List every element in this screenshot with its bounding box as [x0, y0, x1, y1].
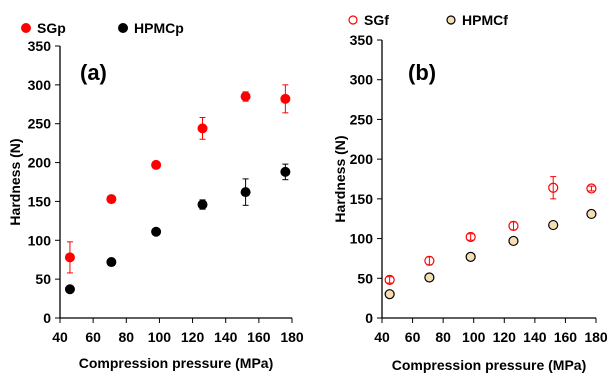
- x-tick-label: 80: [118, 329, 134, 345]
- y-axis-title: Hardness (N): [7, 138, 23, 225]
- data-point: [424, 255, 435, 266]
- x-tick-label: 180: [584, 329, 608, 345]
- data-point: [384, 274, 395, 285]
- series-sgf: [384, 176, 597, 285]
- x-tick-label: 120: [181, 329, 205, 345]
- x-tick-label: 60: [405, 329, 421, 345]
- data-point: [465, 231, 476, 243]
- y-tick-label: 250: [28, 116, 52, 132]
- x-tick-label: 120: [493, 329, 517, 345]
- y-tick-label: 250: [350, 111, 374, 127]
- data-point: [64, 252, 75, 263]
- legend-label: HPMCf: [462, 12, 508, 28]
- panel-label: (a): [80, 60, 107, 85]
- data-point: [384, 289, 395, 300]
- data-point: [548, 182, 559, 193]
- x-tick-label: 180: [280, 329, 304, 345]
- y-tick-label: 100: [350, 231, 374, 247]
- data-point: [151, 159, 162, 170]
- legend-label: SGf: [364, 12, 389, 28]
- x-tick-label: 140: [523, 329, 547, 345]
- x-tick-label: 40: [374, 329, 390, 345]
- data-point: [197, 199, 208, 210]
- y-axis-title: Hardness (N): [332, 135, 348, 222]
- data-point: [548, 219, 559, 231]
- legend-marker: [21, 23, 31, 33]
- series-hpmcp: [64, 163, 291, 295]
- data-point: [197, 123, 208, 134]
- x-tick-label: 60: [85, 329, 101, 345]
- data-point: [240, 187, 251, 198]
- y-tick-label: 200: [350, 151, 374, 167]
- data-point: [280, 93, 291, 104]
- data-point: [151, 226, 162, 237]
- y-tick-label: 100: [28, 232, 52, 248]
- y-tick-label: 300: [28, 77, 52, 93]
- y-tick-label: 300: [350, 72, 374, 88]
- data-point: [586, 208, 597, 220]
- legend-label: HPMCp: [134, 20, 184, 36]
- data-point: [280, 166, 291, 177]
- y-tick-label: 200: [28, 155, 52, 171]
- x-axis-title: Compression pressure (MPa): [392, 357, 587, 373]
- panel-label: (b): [408, 60, 436, 85]
- series-sgp: [64, 84, 291, 274]
- y-tick-label: 50: [357, 270, 373, 286]
- x-tick-label: 100: [462, 329, 486, 345]
- legend-label: SGp: [37, 20, 66, 36]
- y-tick-label: 50: [35, 271, 51, 287]
- data-point: [64, 284, 75, 295]
- x-axis-title: Compression pressure (MPa): [79, 355, 274, 371]
- legend-marker: [348, 15, 358, 25]
- data-point: [508, 235, 519, 247]
- legend-marker: [446, 15, 456, 25]
- chart-panel-a: 0 50 100 150 200 250 300 350 40 60 80 100 120 140 160 1…: [7, 20, 304, 371]
- x-tick-label: 100: [148, 329, 172, 345]
- y-tick-label: 350: [28, 38, 52, 54]
- data-point: [586, 183, 597, 194]
- y-tick-label: 0: [43, 310, 51, 326]
- data-point: [508, 220, 519, 231]
- x-tick-label: 140: [214, 329, 238, 345]
- data-point: [106, 194, 117, 205]
- y-tick-label: 150: [350, 191, 374, 207]
- series-hpmcf: [384, 208, 597, 300]
- data-point: [465, 251, 476, 262]
- y-tick-label: 0: [365, 310, 373, 326]
- x-tick-label: 40: [52, 329, 68, 345]
- x-tick-label: 80: [435, 329, 451, 345]
- data-point: [424, 272, 435, 283]
- y-tick-label: 150: [28, 193, 52, 209]
- data-point: [106, 257, 117, 268]
- x-tick-label: 160: [554, 329, 578, 345]
- data-point: [240, 91, 251, 102]
- chart-panel-b: 0 50 100 150 200 250 300 350 40 60 80 100 120 140 160 1…: [332, 12, 608, 373]
- legend-marker: [118, 23, 128, 33]
- x-tick-label: 160: [247, 329, 271, 345]
- y-tick-label: 350: [350, 32, 374, 48]
